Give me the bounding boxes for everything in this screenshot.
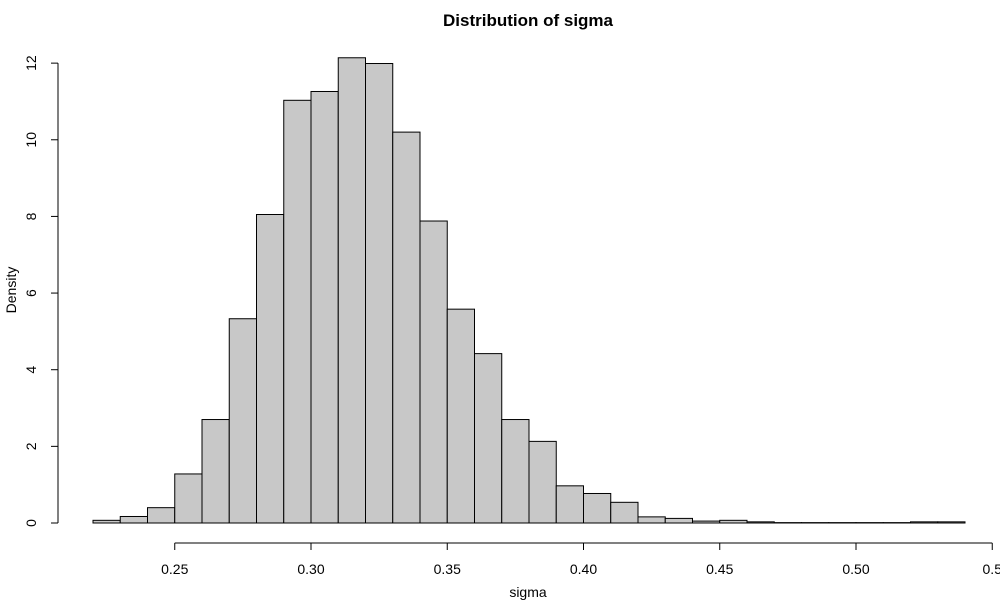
histogram-bar bbox=[93, 520, 120, 523]
x-tick-label: 0.45 bbox=[706, 561, 733, 577]
histogram-bar bbox=[148, 508, 175, 523]
histogram-bar bbox=[611, 502, 638, 523]
y-tick-label: 12 bbox=[23, 55, 39, 71]
histogram-bar bbox=[447, 309, 474, 523]
y-tick-label: 6 bbox=[23, 289, 39, 297]
x-tick-label: 0.35 bbox=[434, 561, 461, 577]
histogram-bar bbox=[665, 518, 692, 523]
histogram-bar bbox=[693, 521, 720, 523]
x-axis: 0.25 0.30 0.35 0.40 0.45 0.50 0.5 bbox=[161, 543, 1000, 577]
histogram-bar bbox=[366, 64, 393, 523]
histogram-bar bbox=[120, 516, 147, 523]
histogram-bar bbox=[638, 517, 665, 523]
x-axis-label: sigma bbox=[509, 584, 547, 600]
histogram-bar bbox=[556, 486, 583, 523]
y-tick-label: 4 bbox=[23, 366, 39, 374]
histogram-bar bbox=[529, 441, 556, 523]
chart-title: Distribution of sigma bbox=[443, 11, 614, 30]
x-tick-label: 0.5 bbox=[983, 561, 1000, 577]
y-tick-label: 2 bbox=[23, 442, 39, 450]
bars-group bbox=[93, 58, 965, 523]
histogram-bar bbox=[475, 354, 502, 523]
histogram-bar bbox=[420, 221, 447, 523]
histogram-bar bbox=[229, 319, 256, 523]
histogram-bar bbox=[257, 215, 284, 524]
histogram-bar bbox=[720, 520, 747, 523]
histogram-bar bbox=[747, 522, 774, 523]
histogram-bar bbox=[911, 522, 938, 523]
histogram-bar bbox=[938, 522, 965, 523]
x-tick-label: 0.40 bbox=[570, 561, 597, 577]
y-tick-label: 0 bbox=[23, 519, 39, 527]
histogram-bar bbox=[338, 58, 365, 523]
histogram-bar bbox=[284, 100, 311, 523]
histogram-bar bbox=[393, 132, 420, 523]
histogram-bar bbox=[175, 474, 202, 523]
x-tick-label: 0.25 bbox=[161, 561, 188, 577]
histogram-bar bbox=[502, 420, 529, 523]
y-tick-label: 10 bbox=[23, 132, 39, 148]
y-axis-label: Density bbox=[3, 267, 19, 314]
histogram-bar bbox=[311, 91, 338, 523]
x-tick-label: 0.30 bbox=[297, 561, 324, 577]
histogram-bar bbox=[584, 493, 611, 523]
y-tick-label: 8 bbox=[23, 212, 39, 220]
x-tick-label: 0.50 bbox=[842, 561, 869, 577]
histogram-bar bbox=[202, 420, 229, 523]
y-axis: 0 2 4 6 8 10 12 bbox=[23, 55, 58, 527]
